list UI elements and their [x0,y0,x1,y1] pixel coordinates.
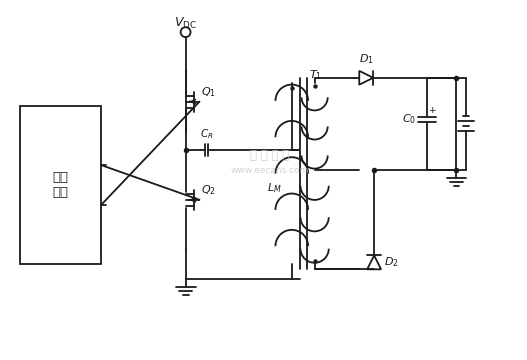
Bar [20,105,101,264]
Text: $V_{\rm DC}$: $V_{\rm DC}$ [174,16,197,31]
Text: $L_M$: $L_M$ [267,181,281,195]
Text: $D_1$: $D_1$ [359,52,374,66]
Text: $T_1$: $T_1$ [309,68,321,82]
Text: 电 流 源 网: 电 流 源 网 [250,149,289,162]
Text: $Q_2$: $Q_2$ [201,183,217,197]
Text: 控制
电路: 控制 电路 [53,171,69,199]
Text: $D_2$: $D_2$ [384,256,399,269]
Text: $C_0$: $C_0$ [402,112,416,126]
Text: $C_R$: $C_R$ [200,127,214,141]
Text: +: + [428,106,435,115]
Text: $Q_1$: $Q_1$ [201,85,217,99]
Text: www.eecans.com: www.eecans.com [231,166,309,175]
